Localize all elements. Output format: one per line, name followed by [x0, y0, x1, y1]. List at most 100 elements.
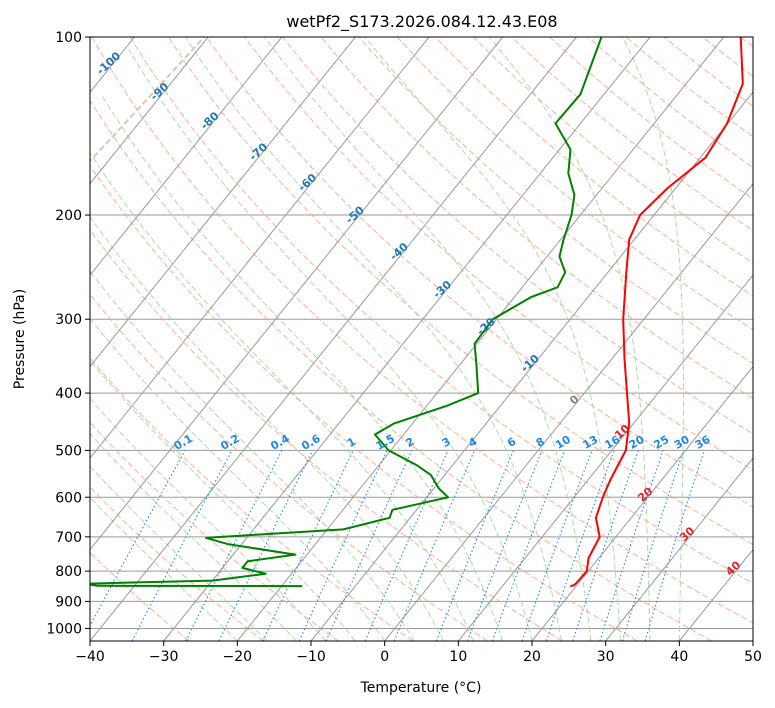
isotherm-label: -60 — [296, 171, 320, 194]
mixing-ratio-line — [491, 450, 566, 641]
y-tick-label: 700 — [55, 530, 82, 546]
isotherm-label: -40 — [387, 240, 411, 263]
mixing-ratio-label: 1.5 — [374, 432, 397, 453]
x-axis-label: Temperature (°C) — [360, 680, 482, 696]
mixing-ratio-line — [521, 450, 593, 641]
moist-adiabat-line — [90, 317, 386, 641]
y-tick-label: 1000 — [46, 621, 82, 637]
dry-adiabat-line — [167, 37, 753, 546]
dry-adiabat-line — [91, 37, 753, 624]
y-tick-label: 300 — [55, 312, 82, 328]
moist-adiabat-line — [90, 433, 297, 641]
isotherm-line — [236, 37, 725, 641]
isotherm-line — [0, 37, 61, 641]
x-tick-label: 30 — [597, 649, 615, 665]
dry-adiabat-line — [320, 37, 753, 399]
mixing-ratio-line — [599, 450, 664, 641]
dry-adiabat-line — [90, 99, 712, 641]
isotherm-label: 40 — [723, 558, 743, 578]
mixing-ratio-line — [325, 450, 413, 641]
moist-adiabat-line — [90, 496, 238, 641]
dry-adiabat-line — [129, 37, 753, 584]
isotherm-line — [605, 457, 753, 641]
mixing-ratio-line — [218, 450, 314, 641]
mixing-ratio-line — [545, 450, 615, 641]
isotherm-line — [384, 182, 753, 641]
isotherm-line — [752, 640, 753, 641]
mixing-ratio-line — [466, 450, 543, 641]
mixing-ratio-label: 36 — [693, 433, 713, 452]
isotherm-line — [457, 274, 753, 641]
mixing-ratio-line — [393, 450, 476, 641]
x-tick-label: −10 — [296, 649, 326, 665]
mixing-ratio-label: 4 — [466, 435, 479, 450]
mixing-ratio-label: 6 — [505, 435, 518, 450]
mixing-ratio-label: 3 — [440, 435, 453, 450]
mixing-ratio-line — [364, 450, 449, 641]
y-tick-label: 100 — [55, 30, 82, 46]
isotherm-line — [90, 37, 209, 185]
plot-frame — [89, 36, 754, 642]
dry-adiabat-line — [434, 37, 753, 297]
x-tick-label: 50 — [744, 649, 762, 665]
isotherm-line — [90, 37, 504, 551]
x-tick-label: 20 — [523, 649, 541, 665]
moist-adiabat-line — [90, 215, 445, 641]
mixing-ratio-label: 1 — [345, 435, 358, 450]
x-tick-label: 10 — [449, 649, 467, 665]
mixing-ratio-line — [621, 450, 685, 641]
x-tick-label: 0 — [380, 649, 389, 665]
dry-adiabat-line — [90, 164, 638, 641]
chart-title: wetPf2_S173.2026.084.12.43.E08 — [286, 12, 557, 32]
dry-adiabat-line — [90, 357, 414, 641]
axes: −40 −30 −20 −10 0 10 20 30 40 5010020030040050060… — [46, 30, 762, 665]
dry-adiabat-line — [90, 229, 563, 641]
mixing-ratio-label: 0.1 — [172, 432, 195, 453]
mixing-ratio-line — [262, 450, 354, 641]
isotherm-line — [90, 37, 356, 368]
y-tick-label: 500 — [55, 443, 82, 459]
x-tick-label: −30 — [149, 649, 179, 665]
isotherm-line — [90, 37, 283, 276]
dewpoint-profile-line — [90, 37, 603, 588]
mixing-ratio-line — [90, 450, 186, 627]
isotherm-line — [531, 365, 753, 641]
dry-adiabat-line — [702, 37, 753, 77]
moist-adiabat-line — [621, 37, 684, 641]
dry-adiabat-line — [511, 37, 753, 232]
mixing-ratio-line — [644, 450, 705, 641]
mixing-ratio-line — [435, 450, 515, 641]
dry-adiabat-line — [396, 37, 753, 331]
isotherm-label: -30 — [431, 278, 455, 301]
moist-adiabat-line — [90, 359, 356, 641]
temperature-profile-line — [570, 37, 744, 588]
dry-adiabat-line — [90, 293, 488, 641]
mixing-ratio-line — [185, 450, 283, 641]
moist-adiabat-line — [128, 49, 533, 641]
y-tick-label: 900 — [55, 594, 82, 610]
moist-adiabat-line — [90, 465, 268, 641]
line-labels: 0.1 0.2 0.4 0.6 1 1.5 2 3 4 6 8 10 13 16 20 25 30 36-100-… — [94, 49, 743, 578]
y-tick-label: 200 — [55, 208, 82, 224]
moist-adiabat-line — [90, 270, 415, 641]
y-tick-label: 400 — [55, 386, 82, 402]
dry-adiabat-line — [90, 551, 190, 641]
x-tick-label: −20 — [223, 649, 253, 665]
isotherm-line — [310, 91, 753, 641]
moist-adiabat-line — [264, 37, 592, 641]
dry-adiabat-line — [205, 37, 753, 508]
mixing-ratio-line — [572, 450, 639, 641]
isotherm-label: -50 — [343, 203, 367, 226]
dry-adiabat-line — [90, 486, 264, 641]
isotherm-label: -90 — [148, 80, 172, 103]
moist-adiabat-line — [90, 152, 474, 641]
isotherm-label: -80 — [198, 109, 222, 132]
x-tick-label: −40 — [75, 649, 105, 665]
isotherm-line — [90, 37, 577, 641]
isotherm-label: 0 — [567, 392, 582, 407]
dry-adiabat-line — [358, 37, 753, 365]
y-tick-label: 600 — [55, 490, 82, 506]
background-lines — [0, 37, 753, 641]
isotherm-line — [90, 37, 430, 459]
